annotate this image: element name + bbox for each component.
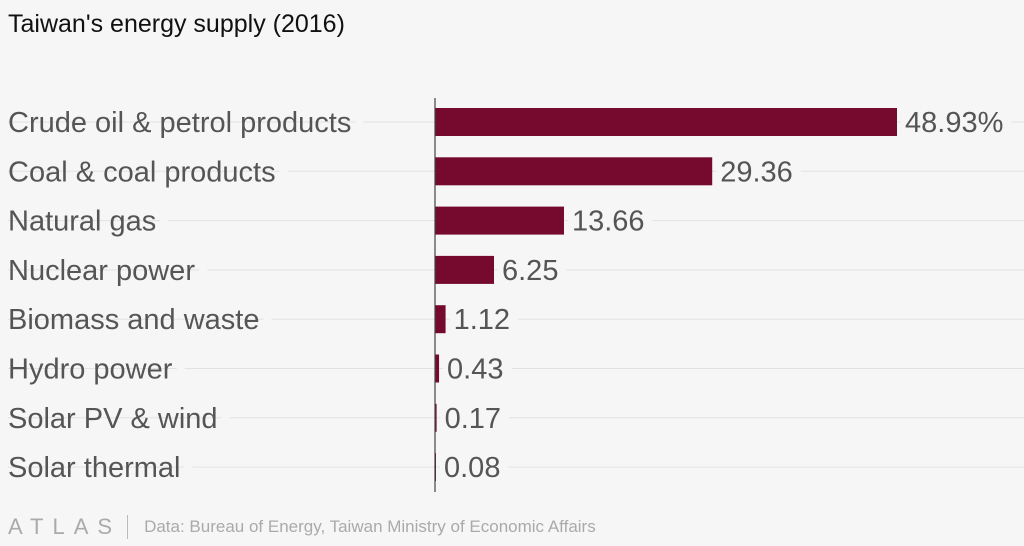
value-mask	[901, 106, 1012, 138]
label-mask	[160, 204, 169, 237]
atlas-logo: ATLAS	[8, 514, 122, 539]
footer-divider	[127, 515, 129, 539]
label-mask	[279, 155, 288, 188]
bar	[435, 255, 495, 284]
category-label: Crude oil & petrol products	[8, 107, 351, 139]
category-label: Solar thermal	[8, 452, 180, 484]
bar	[435, 354, 440, 383]
category-label: Natural gas	[8, 206, 156, 238]
label-mask	[184, 451, 193, 484]
data-label: 48.93%	[905, 107, 1003, 139]
category-label: Nuclear power	[8, 255, 195, 287]
data-label: 0.17	[445, 403, 501, 435]
value-mask	[716, 155, 801, 188]
data-label: 29.36	[720, 156, 793, 188]
bar	[435, 305, 446, 334]
category-label: Hydro power	[8, 354, 173, 386]
footer: ATLAS Data: Bureau of Energy, Taiwan Min…	[8, 514, 596, 540]
data-label: 6.25	[502, 255, 558, 287]
bar	[435, 108, 897, 136]
bar	[435, 403, 437, 432]
bar	[435, 206, 564, 235]
label-mask	[221, 401, 230, 434]
source-note: Data: Bureau of Energy, Taiwan Ministry …	[144, 517, 596, 536]
data-label: 13.66	[572, 206, 645, 238]
data-label: 1.12	[454, 304, 510, 336]
data-label: 0.08	[444, 452, 500, 484]
label-mask	[176, 352, 185, 385]
category-label: Coal & coal products	[8, 156, 276, 188]
category-label: Biomass and waste	[8, 304, 259, 336]
chart-title: Taiwan's energy supply (2016)	[8, 10, 345, 38]
value-mask	[498, 253, 567, 286]
value-mask	[440, 401, 510, 434]
value-mask	[443, 352, 512, 385]
value-mask	[567, 204, 653, 237]
label-mask	[355, 106, 364, 138]
bar	[435, 157, 713, 186]
label-mask	[199, 253, 208, 286]
value-mask	[440, 451, 509, 484]
value-mask	[449, 303, 519, 336]
category-label: Solar PV & wind	[8, 403, 218, 435]
label-mask	[263, 303, 272, 336]
data-label: 0.43	[447, 354, 503, 386]
